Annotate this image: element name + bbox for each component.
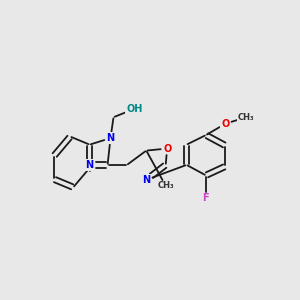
Text: O: O [221,119,230,129]
Text: N: N [142,175,150,185]
Text: CH₃: CH₃ [158,181,174,190]
Text: CH₃: CH₃ [238,113,254,122]
Text: O: O [163,143,171,154]
Text: N: N [85,160,94,170]
Text: N: N [106,133,115,143]
Text: F: F [202,193,209,203]
Text: OH: OH [126,104,142,114]
